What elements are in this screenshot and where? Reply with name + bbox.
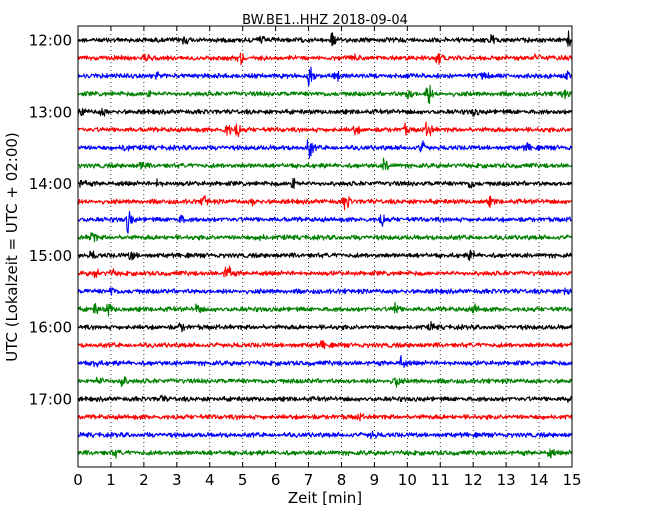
trace-1645 xyxy=(77,376,573,388)
trace-1545 xyxy=(77,301,573,317)
y-tick-label: 12:00 xyxy=(29,32,72,50)
trace-1200 xyxy=(77,30,573,47)
trace-1515 xyxy=(77,265,573,279)
trace-1345 xyxy=(77,157,573,171)
trace-1300 xyxy=(77,107,573,117)
x-axis-label: Zeit [min] xyxy=(288,489,362,507)
x-tick-label: 14 xyxy=(530,471,549,489)
grid xyxy=(110,26,540,467)
x-tick-label: 1 xyxy=(106,471,116,489)
trace-1715 xyxy=(77,412,573,422)
x-tick-label: 3 xyxy=(172,471,182,489)
y-tick-label: 16:00 xyxy=(29,319,72,337)
x-tick-label: 2 xyxy=(139,471,149,489)
x-tick-label: 11 xyxy=(431,471,450,489)
trace-1500 xyxy=(77,249,573,262)
x-tick-label: 15 xyxy=(562,471,581,489)
traces xyxy=(77,30,573,459)
trace-1730 xyxy=(77,430,573,440)
x-tick-label: 0 xyxy=(73,471,83,489)
trace-1330 xyxy=(77,139,573,159)
y-axis-label: UTC (Lokalzeit = UTC + 02:00) xyxy=(3,132,21,362)
trace-1445 xyxy=(77,232,573,243)
trace-1615 xyxy=(77,340,573,350)
trace-1530 xyxy=(77,287,573,296)
trace-1230 xyxy=(77,66,573,86)
x-tick-label: 5 xyxy=(238,471,248,489)
x-tick-label: 12 xyxy=(464,471,483,489)
y-tick-label: 13:00 xyxy=(29,103,72,121)
trace-1315 xyxy=(77,121,573,138)
y-tick-label: 14:00 xyxy=(29,175,72,193)
trace-1245 xyxy=(77,84,573,105)
trace-1600 xyxy=(77,321,573,333)
axis-ticks: 0 1 2 3 4 5 6 7 8 9 10 11 12 13 14 1512:0013:0014:0015:… xyxy=(29,26,582,489)
y-tick-label: 15:00 xyxy=(29,247,72,265)
plot-frame xyxy=(77,25,573,468)
x-tick-label: 10 xyxy=(398,471,417,489)
plot-frame-background xyxy=(78,26,572,467)
x-tick-label: 6 xyxy=(271,471,281,489)
trace-1745 xyxy=(77,448,573,459)
x-tick-label: 4 xyxy=(205,471,215,489)
trace-1215 xyxy=(77,52,573,66)
y-tick-label: 17:00 xyxy=(29,391,72,409)
x-tick-label: 9 xyxy=(370,471,380,489)
trace-1700 xyxy=(77,394,573,403)
trace-1400 xyxy=(77,177,573,190)
trace-1415 xyxy=(77,195,573,211)
x-tick-label: 7 xyxy=(304,471,314,489)
x-tick-label: 13 xyxy=(497,471,516,489)
chart-title: BW.BE1..HHZ 2018-09-04 xyxy=(242,13,408,28)
trace-1430 xyxy=(77,210,573,234)
x-tick-label: 8 xyxy=(337,471,347,489)
trace-1630 xyxy=(77,355,573,368)
